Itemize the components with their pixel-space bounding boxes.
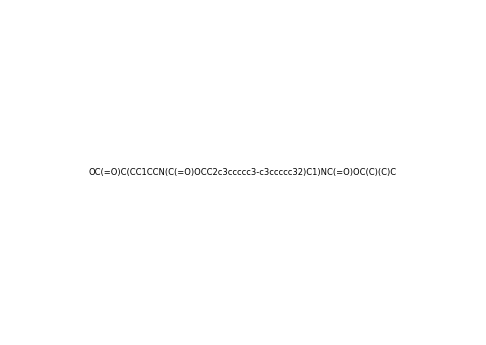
Text: OC(=O)C(CC1CCN(C(=O)OCC2c3ccccc3-c3ccccc32)C1)NC(=O)OC(C)(C)C: OC(=O)C(CC1CCN(C(=O)OCC2c3ccccc3-c3ccccc… xyxy=(89,168,397,177)
